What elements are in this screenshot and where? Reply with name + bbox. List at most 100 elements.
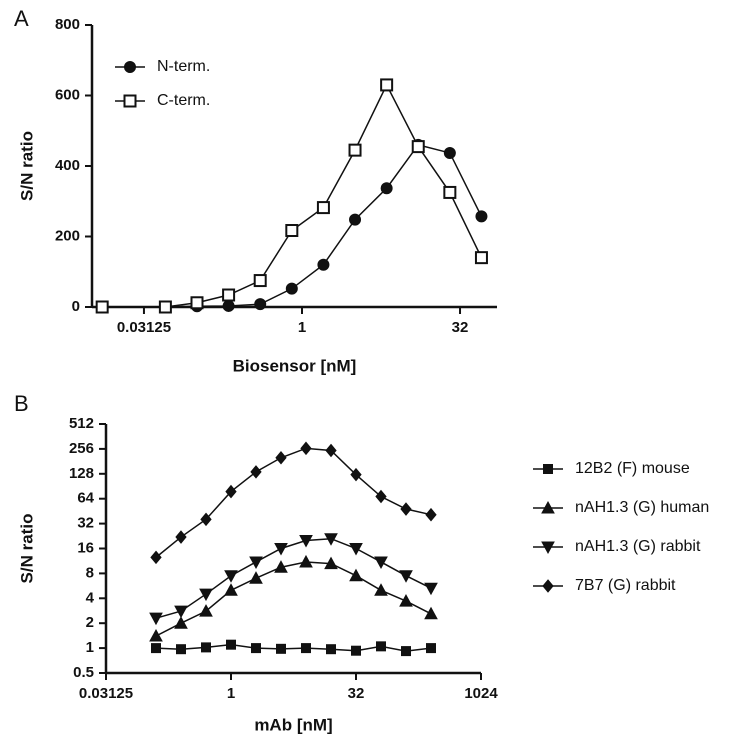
y-tick-label: 1 bbox=[86, 639, 94, 656]
marker bbox=[222, 299, 235, 312]
marker bbox=[326, 644, 336, 655]
marker bbox=[222, 288, 236, 302]
marker bbox=[151, 643, 161, 654]
marker bbox=[276, 643, 286, 654]
marker bbox=[176, 644, 186, 655]
y-tick-label: 512 bbox=[69, 415, 94, 432]
marker bbox=[249, 571, 263, 584]
y-tick-label: 0 bbox=[72, 298, 80, 315]
marker bbox=[443, 185, 457, 199]
marker bbox=[349, 543, 363, 556]
marker bbox=[253, 274, 267, 288]
marker bbox=[380, 182, 393, 195]
legend-label: N-term. bbox=[157, 58, 210, 75]
x-tick-label: 0.03125 bbox=[79, 685, 133, 702]
marker bbox=[199, 604, 213, 617]
y-tick-label: 8 bbox=[86, 564, 94, 581]
marker bbox=[424, 606, 438, 620]
marker bbox=[324, 556, 338, 570]
series-line bbox=[155, 537, 432, 619]
legend-label: C-term. bbox=[157, 92, 210, 109]
marker bbox=[149, 628, 163, 642]
marker bbox=[375, 489, 387, 504]
marker bbox=[316, 201, 330, 215]
y-tick-label: 4 bbox=[86, 589, 95, 606]
marker bbox=[251, 643, 261, 654]
legend-marker bbox=[124, 61, 136, 73]
marker bbox=[399, 570, 413, 583]
legend-marker bbox=[541, 541, 555, 555]
marker bbox=[424, 582, 438, 596]
marker bbox=[158, 300, 172, 314]
marker bbox=[400, 502, 412, 516]
y-tick-label: 2 bbox=[86, 614, 94, 631]
marker bbox=[150, 550, 162, 565]
marker bbox=[250, 465, 262, 479]
x-axis-title: Biosensor [nM] bbox=[233, 356, 357, 375]
x-tick-label: 32 bbox=[452, 319, 469, 336]
legend-marker bbox=[123, 94, 137, 108]
series-line bbox=[155, 561, 432, 637]
legend-label: nAH1.3 (G) rabbit bbox=[575, 538, 701, 555]
marker bbox=[201, 642, 211, 653]
marker bbox=[199, 588, 213, 602]
marker bbox=[401, 646, 411, 657]
marker bbox=[275, 450, 287, 465]
marker bbox=[474, 251, 488, 265]
y-tick-label: 128 bbox=[69, 465, 94, 482]
marker bbox=[443, 146, 456, 159]
marker bbox=[411, 140, 425, 154]
marker bbox=[351, 645, 361, 656]
y-tick-label: 64 bbox=[77, 490, 94, 507]
marker bbox=[200, 512, 212, 527]
marker bbox=[349, 568, 363, 582]
y-tick-label: 256 bbox=[69, 440, 94, 457]
x-tick-label: 0.03125 bbox=[117, 319, 171, 336]
panel-label: B bbox=[14, 391, 29, 416]
marker bbox=[317, 258, 330, 271]
marker bbox=[285, 282, 298, 295]
marker bbox=[350, 467, 362, 482]
y-tick-label: 600 bbox=[55, 86, 80, 103]
legend-marker bbox=[541, 500, 555, 514]
legend-label: nAH1.3 (G) human bbox=[575, 499, 709, 516]
marker bbox=[324, 533, 338, 546]
marker bbox=[285, 224, 299, 238]
legend-label: 12B2 (F) mouse bbox=[575, 460, 690, 477]
x-tick-label: 1024 bbox=[464, 685, 498, 702]
legend-marker bbox=[542, 579, 554, 593]
marker bbox=[190, 296, 204, 310]
y-axis-title: S/N ratio bbox=[17, 514, 36, 584]
y-tick-label: 16 bbox=[77, 539, 94, 556]
x-axis-title: mAb [nM] bbox=[254, 715, 332, 734]
marker bbox=[174, 616, 188, 629]
marker bbox=[349, 213, 362, 226]
y-tick-label: 0.5 bbox=[73, 664, 94, 681]
y-tick-label: 200 bbox=[55, 227, 80, 244]
marker bbox=[224, 570, 238, 583]
marker bbox=[274, 560, 288, 573]
marker bbox=[374, 556, 388, 570]
marker bbox=[399, 594, 413, 607]
legend-marker bbox=[543, 464, 553, 474]
y-tick-label: 800 bbox=[55, 16, 80, 33]
marker bbox=[249, 556, 263, 570]
marker bbox=[376, 641, 386, 652]
marker bbox=[299, 534, 313, 548]
marker bbox=[175, 530, 187, 544]
marker bbox=[149, 612, 163, 626]
marker bbox=[226, 639, 236, 650]
marker bbox=[95, 300, 109, 314]
x-tick-label: 1 bbox=[227, 685, 235, 702]
series-line bbox=[155, 643, 432, 652]
marker bbox=[174, 605, 188, 619]
y-tick-label: 32 bbox=[77, 515, 94, 532]
marker bbox=[299, 554, 313, 568]
y-axis-title: S/N ratio bbox=[17, 131, 36, 201]
marker bbox=[301, 643, 311, 654]
marker bbox=[425, 507, 437, 522]
x-tick-label: 1 bbox=[298, 319, 306, 336]
marker bbox=[475, 210, 488, 223]
series-line bbox=[155, 447, 432, 558]
